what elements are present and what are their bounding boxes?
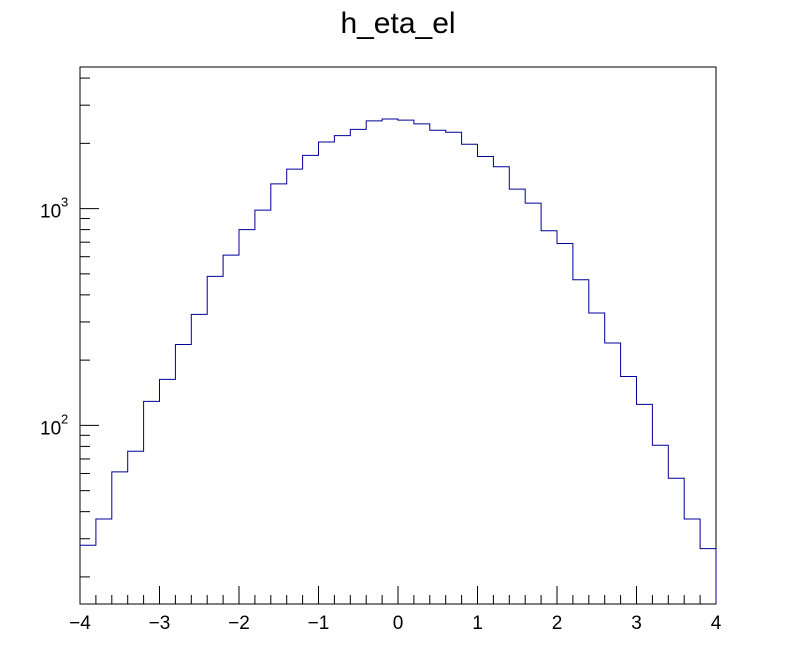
chart-title: h_eta_el: [340, 7, 455, 40]
histogram-bin: [207, 276, 223, 604]
histogram-bin: [652, 445, 668, 604]
x-axis: −4 −3 −2 −1 0 1 2 3 4: [69, 586, 722, 634]
histogram-bin: [160, 379, 176, 604]
histogram-bin: [239, 230, 255, 604]
x-tick-label: 0: [393, 613, 404, 634]
histogram-bin: [525, 203, 541, 604]
x-tick-label: −3: [149, 613, 171, 634]
y-tick-exponent: 2: [61, 411, 68, 426]
histogram-bin: [175, 345, 191, 604]
y-tick-label: 10: [40, 418, 61, 439]
histogram-bin: [319, 142, 335, 604]
histogram-bin: [112, 472, 128, 604]
histogram-bin: [366, 121, 382, 604]
histogram-bin: [144, 401, 160, 604]
histogram-bin: [668, 478, 684, 604]
histogram-bin: [509, 189, 525, 604]
y-tick-label: 10: [40, 202, 61, 223]
histogram-bin: [223, 255, 239, 604]
histogram-bin: [573, 280, 589, 604]
histogram-bin: [605, 343, 621, 604]
histogram-bin: [334, 136, 350, 604]
histogram-bin: [462, 144, 478, 604]
histogram-bin: [700, 549, 716, 604]
x-tick-label: 1: [472, 613, 483, 634]
histogram-bins: [80, 119, 716, 604]
histogram-bin: [128, 451, 144, 604]
histogram-bin: [541, 231, 557, 604]
histogram-bin: [80, 545, 96, 604]
histogram-bin: [287, 169, 303, 604]
histogram-bin: [255, 210, 271, 604]
histogram-bin: [621, 377, 637, 604]
x-tick-label: 2: [552, 613, 563, 634]
histogram-bin: [398, 120, 414, 604]
histogram-bin: [96, 519, 112, 604]
histogram-bin: [478, 156, 494, 604]
x-tick-label: −1: [308, 613, 330, 634]
histogram-bin: [303, 155, 319, 604]
x-tick-label: −4: [69, 613, 91, 634]
histogram-bin: [446, 132, 462, 604]
histogram-bin: [684, 519, 700, 604]
y-tick-exponent: 3: [61, 195, 68, 210]
histogram-bin: [350, 129, 366, 604]
histogram-bin: [382, 119, 398, 604]
histogram-bin: [589, 313, 605, 604]
histogram-bin: [414, 124, 430, 604]
histogram-bin: [557, 244, 573, 604]
histogram-bin: [271, 184, 287, 604]
x-tick-label: 4: [711, 613, 722, 634]
x-tick-label: −2: [228, 613, 250, 634]
histogram-bin: [191, 314, 207, 604]
x-tick-label: 3: [631, 613, 642, 634]
histogram-bin: [493, 167, 509, 604]
histogram-series: [80, 118, 717, 604]
histogram-bin: [430, 130, 446, 604]
histogram-bin: [637, 404, 653, 604]
